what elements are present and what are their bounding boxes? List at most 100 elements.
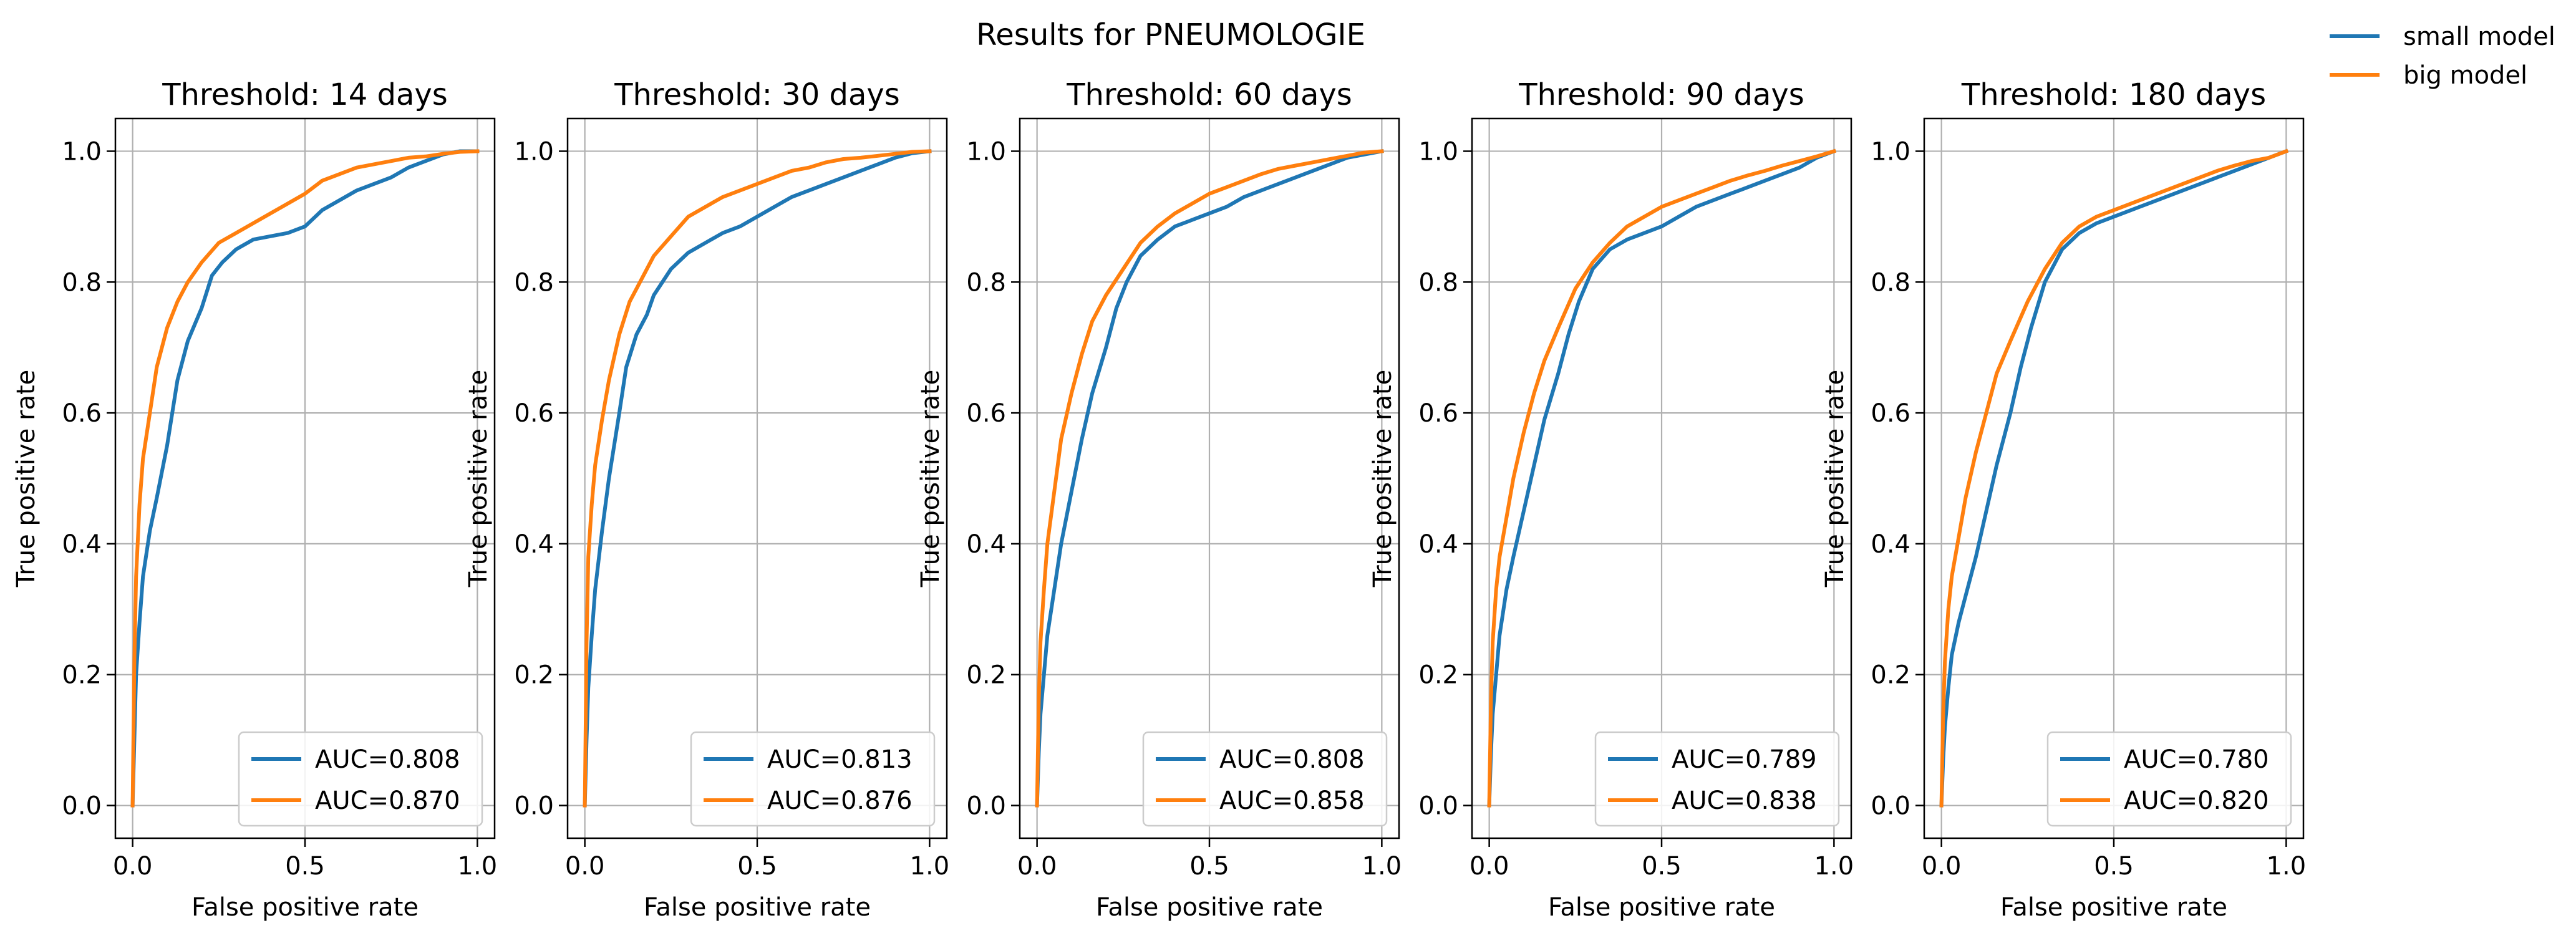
y-tick-label: 1.0: [62, 137, 102, 166]
legend-entry: AUC=0.820: [2124, 786, 2269, 815]
legend-entry: AUC=0.808: [1219, 745, 1365, 774]
y-axis-label: True positive rate: [464, 370, 493, 588]
legend-entry: AUC=0.780: [2124, 745, 2269, 774]
y-tick-label: 1.0: [1871, 137, 1910, 166]
y-tick-label: 0.6: [966, 399, 1006, 428]
subplot-legend: AUC=0.808 AUC=0.870: [238, 731, 483, 827]
subplot-legend: AUC=0.813 AUC=0.876: [690, 731, 936, 827]
roc-curve-series-2: [1035, 149, 1384, 808]
y-tick-label: 0.4: [966, 530, 1006, 559]
y-tick-label: 0.6: [1418, 399, 1458, 428]
y-axis-label: True positive rate: [12, 370, 41, 588]
y-tick-label: 0.8: [514, 268, 554, 297]
y-axis-label: True positive rate: [1821, 370, 1849, 588]
y-tick-label: 0.0: [1418, 792, 1458, 821]
x-axis-label: False positive rate: [644, 893, 871, 922]
roc-curve-series-2: [130, 149, 480, 808]
y-tick-label: 0.4: [62, 530, 102, 559]
y-tick-label: 1.0: [1418, 137, 1458, 166]
legend-entry: AUC=0.876: [767, 786, 913, 815]
subplot-title: Threshold: 60 days: [1066, 77, 1352, 112]
legend-entry: AUC=0.789: [1672, 745, 1817, 774]
x-tick-label: 0.0: [1470, 852, 1509, 881]
y-tick-label: 0.2: [514, 661, 554, 690]
y-tick-label: 1.0: [514, 137, 554, 166]
x-tick-label: 0.0: [1922, 852, 1962, 881]
y-tick-label: 0.6: [62, 399, 102, 428]
subplot-4: 0.0 0.5 1.0 0.0 0.2 0.4 0.6 0.8 1.0 Threshold: 90…: [1368, 77, 1854, 922]
y-tick-label: 0.2: [1871, 661, 1910, 690]
figure-suptitle: Results for PNEUMOLOGIE: [976, 17, 1365, 52]
x-tick-label: 0.5: [1642, 852, 1682, 881]
subplot-1: 0.0 0.5 1.0 0.0 0.2 0.4 0.6 0.8 1.0 Threshold: 14…: [12, 77, 497, 922]
subplot-2: 0.0 0.5 1.0 0.0 0.2 0.4 0.6 0.8 1.0 Threshold: 30…: [464, 77, 949, 922]
legend-entry: AUC=0.808: [315, 745, 460, 774]
y-tick-label: 0.2: [62, 661, 102, 690]
x-axis-label: False positive rate: [1096, 893, 1323, 922]
legend-box: [238, 731, 483, 827]
figure-legend-entry: small model: [2403, 22, 2555, 51]
legend-box: [1142, 731, 1388, 827]
legend-entry: AUC=0.838: [1672, 786, 1817, 815]
x-tick-label: 1.0: [1814, 852, 1854, 881]
x-tick-label: 0.5: [737, 852, 777, 881]
legend-entry: AUC=0.870: [315, 786, 460, 815]
legend-entry: AUC=0.813: [767, 745, 913, 774]
x-tick-label: 0.5: [285, 852, 325, 881]
subplot-title: Threshold: 90 days: [1518, 77, 1804, 112]
subplot-panels: 0.0 0.5 1.0 0.0 0.2 0.4 0.6 0.8 1.0 Threshold: 14…: [12, 77, 2306, 922]
y-axis-label: True positive rate: [1368, 370, 1397, 588]
roc-curve-series-1: [130, 149, 480, 808]
x-tick-label: 1.0: [1362, 852, 1402, 881]
y-tick-label: 0.2: [966, 661, 1006, 690]
x-tick-label: 0.5: [1189, 852, 1229, 881]
y-tick-label: 0.6: [514, 399, 554, 428]
x-tick-label: 1.0: [458, 852, 498, 881]
x-axis-label: False positive rate: [191, 893, 419, 922]
y-axis-label: True positive rate: [916, 370, 945, 588]
roc-curve-series-1: [583, 149, 932, 808]
x-tick-label: 0.0: [565, 852, 605, 881]
roc-curve-series-1: [1487, 148, 1837, 808]
subplot-title: Threshold: 14 days: [162, 77, 448, 112]
figure-legend: small model big model: [2330, 22, 2555, 90]
legend-box: [2046, 731, 2292, 827]
y-tick-label: 0.0: [62, 792, 102, 821]
legend-box: [690, 731, 936, 827]
y-tick-label: 0.2: [1418, 661, 1458, 690]
y-tick-label: 0.8: [966, 268, 1006, 297]
roc-curve-series-1: [1035, 148, 1384, 808]
roc-curve-series-2: [1939, 148, 2289, 808]
roc-curve-series-2: [583, 149, 932, 808]
y-tick-label: 0.0: [1871, 792, 1910, 821]
y-tick-label: 0.0: [514, 792, 554, 821]
y-tick-label: 0.6: [1871, 399, 1910, 428]
subplot-legend: AUC=0.780 AUC=0.820: [2046, 731, 2292, 827]
legend-box: [1594, 731, 1840, 827]
y-tick-label: 0.4: [1871, 530, 1910, 559]
y-tick-label: 0.8: [1871, 268, 1910, 297]
y-tick-label: 0.0: [966, 792, 1006, 821]
subplot-title: Threshold: 180 days: [1961, 77, 2266, 112]
y-tick-label: 0.8: [62, 268, 102, 297]
y-tick-label: 1.0: [966, 137, 1006, 166]
y-tick-label: 0.4: [1418, 530, 1458, 559]
x-tick-label: 1.0: [910, 852, 950, 881]
x-tick-label: 0.5: [2094, 852, 2134, 881]
legend-entry: AUC=0.858: [1219, 786, 1365, 815]
x-tick-label: 0.0: [113, 852, 153, 881]
roc-curve-series-1: [1939, 148, 2289, 808]
subplot-3: 0.0 0.5 1.0 0.0 0.2 0.4 0.6 0.8 1.0 Threshold: 60…: [916, 77, 1402, 922]
x-tick-label: 1.0: [2267, 852, 2307, 881]
roc-curve-series-2: [1487, 148, 1837, 808]
y-tick-label: 0.4: [514, 530, 554, 559]
x-axis-label: False positive rate: [2000, 893, 2227, 922]
figure-legend-entry: big model: [2403, 61, 2527, 90]
subplot-title: Threshold: 30 days: [614, 77, 900, 112]
x-axis-label: False positive rate: [1548, 893, 1775, 922]
subplot-5: 0.0 0.5 1.0 0.0 0.2 0.4 0.6 0.8 1.0 Threshold: 18…: [1821, 77, 2306, 922]
x-tick-label: 0.0: [1017, 852, 1057, 881]
subplot-legend: AUC=0.808 AUC=0.858: [1142, 731, 1388, 827]
y-tick-label: 0.8: [1418, 268, 1458, 297]
